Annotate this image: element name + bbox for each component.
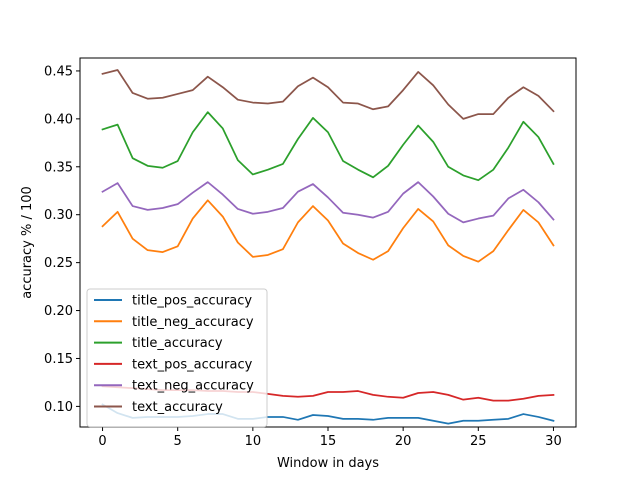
y-axis-title: accuracy % / 100 <box>20 186 35 299</box>
x-tick-label: 30 <box>545 434 562 449</box>
x-tick-label: 5 <box>174 434 182 449</box>
x-axis-title: Window in days <box>277 456 379 471</box>
legend-label: title_neg_accuracy <box>132 315 254 330</box>
x-tick-label: 25 <box>470 434 487 449</box>
y-tick-label: 0.45 <box>44 64 73 79</box>
y-tick-label: 0.40 <box>44 112 73 127</box>
legend-box <box>86 288 268 428</box>
y-tick-label: 0.10 <box>44 400 73 415</box>
legend-label: title_pos_accuracy <box>132 294 252 309</box>
x-tick-label: 20 <box>395 434 412 449</box>
series-line-text-accuracy <box>101 69 555 120</box>
x-tick-label: 0 <box>98 434 106 449</box>
y-tick-label: 0.35 <box>44 160 73 175</box>
series-line-text-neg-accuracy <box>101 181 555 224</box>
series-line-title-neg-accuracy <box>101 199 555 263</box>
legend-label: text_neg_accuracy <box>132 379 254 394</box>
y-axis-ticks: 0.10 0.15 0.20 0.25 0.30 0.35 0.40 0.45 <box>44 64 80 415</box>
legend-label: text_accuracy <box>132 400 223 415</box>
series-line-title-accuracy <box>101 111 555 182</box>
legend: title_pos_accuracy title_neg_accuracytitl… <box>86 288 268 428</box>
x-axis-ticks: 0 5 10 15 20 25 30 <box>98 427 562 449</box>
y-tick-label: 0.30 <box>44 208 73 223</box>
legend-label: text_pos_accuracy <box>132 357 253 372</box>
y-tick-label: 0.15 <box>44 352 73 367</box>
y-tick-label: 0.20 <box>44 304 73 319</box>
y-tick-label: 0.25 <box>44 256 73 271</box>
legend-label: title_accuracy <box>132 336 223 351</box>
x-tick-label: 10 <box>245 434 262 449</box>
x-tick-label: 15 <box>320 434 337 449</box>
